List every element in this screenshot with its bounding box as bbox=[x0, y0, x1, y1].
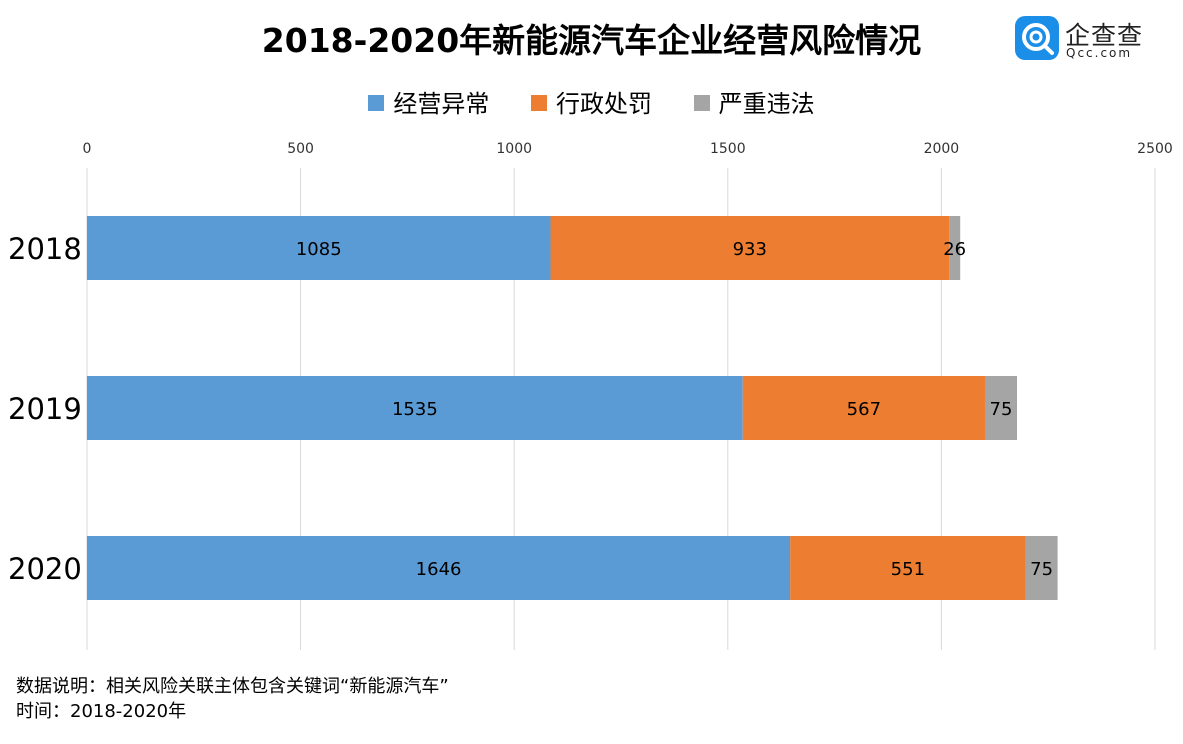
x-tick-label: 1000 bbox=[496, 141, 532, 157]
bar-segment bbox=[790, 536, 1026, 600]
x-tick-label: 2500 bbox=[1137, 141, 1173, 157]
footer-notes: 数据说明：相关风险关联主体包含关键词“新能源汽车” 时间：2018-2020年 bbox=[16, 674, 449, 724]
qcc-logo: 企查查 Qcc.com bbox=[1015, 12, 1165, 62]
legend-swatch bbox=[531, 95, 547, 111]
bar-segment bbox=[87, 376, 743, 440]
data-label: 75 bbox=[990, 399, 1013, 420]
data-label: 26 bbox=[943, 239, 966, 260]
data-label: 1646 bbox=[416, 559, 462, 580]
qcc-logo-icon bbox=[1015, 16, 1059, 60]
data-label: 567 bbox=[847, 399, 881, 420]
bar-segment bbox=[742, 376, 985, 440]
x-tick-label: 500 bbox=[287, 141, 314, 157]
data-label: 933 bbox=[733, 239, 767, 260]
chart-title: 2018-2020年新能源汽车企业经营风险情况 bbox=[261, 21, 922, 60]
x-tick-label: 0 bbox=[83, 141, 92, 157]
data-label: 1085 bbox=[296, 239, 342, 260]
legend-item: 行政处罚 bbox=[531, 84, 652, 119]
logo-text-cn: 企查查 bbox=[1065, 21, 1144, 50]
legend-item: 经营异常 bbox=[368, 84, 489, 119]
data-note: 数据说明：相关风险关联主体包含关键词“新能源汽车” bbox=[16, 676, 449, 697]
legend-swatch bbox=[693, 95, 710, 111]
bar-segment bbox=[984, 376, 1018, 440]
data-label: 551 bbox=[891, 559, 925, 580]
bar-segment bbox=[87, 216, 551, 280]
logo-text-en: Qcc.com bbox=[1066, 46, 1133, 60]
y-category-label: 2020 bbox=[8, 552, 82, 586]
legend-swatch bbox=[368, 95, 385, 111]
legend-label: 经营异常 bbox=[393, 90, 490, 118]
x-tick-label: 1500 bbox=[710, 141, 746, 157]
bar-segment bbox=[87, 536, 791, 600]
data-label: 1535 bbox=[392, 399, 438, 420]
x-tick-label: 2000 bbox=[924, 141, 960, 157]
data-label: 75 bbox=[1030, 559, 1053, 580]
legend-label: 行政处罚 bbox=[556, 90, 652, 118]
legend-label: 严重违法 bbox=[718, 90, 815, 118]
legend-item: 严重违法 bbox=[693, 84, 815, 119]
time-note: 时间：2018-2020年 bbox=[16, 701, 187, 722]
legend: 经营异常 行政处罚 严重违法 bbox=[0, 84, 1183, 119]
bar-segment bbox=[949, 216, 961, 280]
bar-segment bbox=[550, 216, 950, 280]
y-category-label: 2019 bbox=[8, 392, 82, 426]
y-category-label: 2018 bbox=[8, 232, 82, 266]
bar-segment bbox=[1025, 536, 1058, 600]
